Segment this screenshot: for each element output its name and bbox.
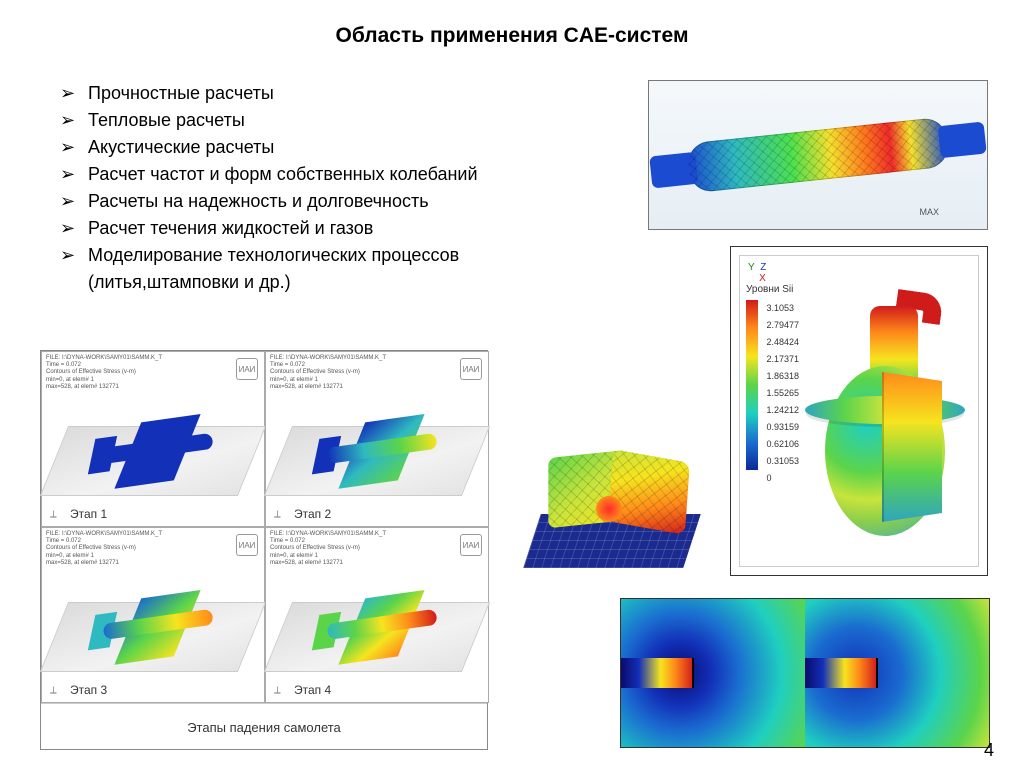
aircraft-caption: Этапы падения самолета <box>41 703 487 751</box>
triad-icon: ⟂ <box>50 509 57 520</box>
nozzle <box>805 658 877 688</box>
cfd-panel-right <box>805 599 989 747</box>
triad-icon: ⟂ <box>50 685 57 696</box>
figure-cfd-pair <box>620 598 990 748</box>
figure-vessel-stress: Y Z X Уровни Sii 3.1053 2.79477 2.48424 … <box>730 246 988 576</box>
cell-header: FILE: I:\DYNA-WORK\SAMY01\SAMM.K_T Time … <box>42 352 264 394</box>
stage-label: Этап 3 <box>70 683 107 697</box>
cell-header: FILE: I:\DYNA-WORK\SAMY01\SAMM.K_T Time … <box>266 528 488 570</box>
triad-icon: ⟂ <box>274 685 281 696</box>
axes-triad: Y Z X <box>748 262 766 284</box>
stage-label: Этап 2 <box>294 507 331 521</box>
badge-icon: ИАИ <box>236 534 258 556</box>
badge-icon: ИАИ <box>460 358 482 380</box>
legend-ticks: 3.1053 2.79477 2.48424 2.17371 1.86318 1… <box>766 300 799 487</box>
aircraft-cell-4: FILE: I:\DYNA-WORK\SAMY01\SAMM.K_T Time … <box>265 527 489 703</box>
color-legend: 3.1053 2.79477 2.48424 2.17371 1.86318 1… <box>746 300 810 487</box>
vessel-inner-frame: Y Z X Уровни Sii 3.1053 2.79477 2.48424 … <box>739 255 979 567</box>
badge-icon: ИАИ <box>236 358 258 380</box>
figure-aircraft-grid: FILE: I:\DYNA-WORK\SAMY01\SAMM.K_T Time … <box>40 350 488 750</box>
aircraft-model <box>77 393 228 502</box>
bullet-item: Моделирование технологических процессов <box>60 242 600 269</box>
bullet-item: Тепловые расчеты <box>60 107 600 134</box>
figure-mold-casting <box>510 418 710 578</box>
bullet-item: Акустические расчеты <box>60 134 600 161</box>
cfd-panel-left <box>621 599 805 747</box>
mold-part <box>608 449 690 535</box>
aircraft-model <box>77 569 228 678</box>
figure-pipe-fea: MAX <box>648 80 988 230</box>
aircraft-cell-2: FILE: I:\DYNA-WORK\SAMY01\SAMM.K_T Time … <box>265 351 489 527</box>
aircraft-cell-1: FILE: I:\DYNA-WORK\SAMY01\SAMM.K_T Time … <box>41 351 265 527</box>
aircraft-model <box>301 393 452 502</box>
bullet-list: Прочностные расчеты Тепловые расчеты Аку… <box>60 80 600 296</box>
triad-icon: ⟂ <box>274 509 281 520</box>
cell-header: FILE: I:\DYNA-WORK\SAMY01\SAMM.K_T Time … <box>42 528 264 570</box>
aircraft-model <box>301 569 452 678</box>
cell-header: FILE: I:\DYNA-WORK\SAMY01\SAMM.K_T Time … <box>266 352 488 394</box>
vessel-cutaway <box>882 372 942 522</box>
bullet-item: Расчет течения жидкостей и газов <box>60 215 600 242</box>
max-label: MAX <box>919 207 939 217</box>
bullet-item: Прочностные расчеты <box>60 80 600 107</box>
page-number: 4 <box>984 740 994 761</box>
badge-icon: ИАИ <box>460 534 482 556</box>
stage-label: Этап 1 <box>70 507 107 521</box>
mesh-overlay <box>686 117 950 194</box>
vessel-shape <box>810 276 960 556</box>
bullet-item: Расчеты на надежность и долговечность <box>60 188 600 215</box>
nozzle <box>621 658 693 688</box>
aircraft-cell-3: FILE: I:\DYNA-WORK\SAMY01\SAMM.K_T Time … <box>41 527 265 703</box>
page-title: Область применения CAE-систем <box>0 24 1024 48</box>
bullet-item: Расчет частот и форм собственных колебан… <box>60 161 600 188</box>
legend-title: Уровни Sii <box>746 284 793 295</box>
hotspot-icon <box>596 496 622 522</box>
stage-label: Этап 4 <box>294 683 331 697</box>
legend-bar <box>746 300 758 470</box>
bullet-sub: (литья,штамповки и др.) <box>60 269 600 296</box>
pipe-body <box>686 117 950 194</box>
